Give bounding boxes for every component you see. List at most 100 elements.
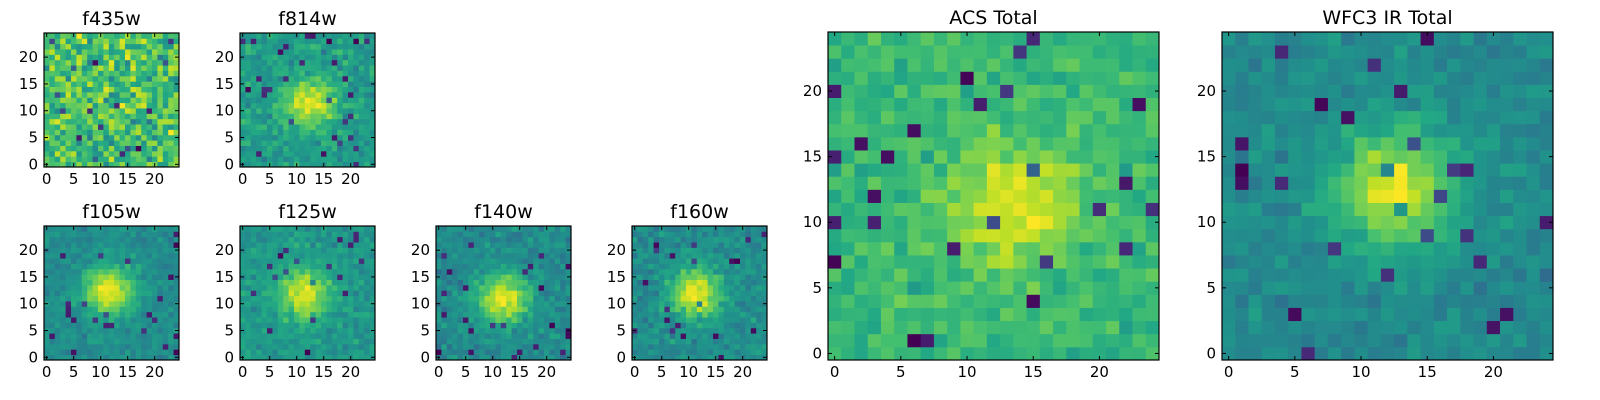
heatmap-cell — [76, 70, 83, 77]
heatmap-cell — [446, 327, 453, 334]
heatmap-cell — [146, 140, 153, 146]
heatmap-cell — [240, 43, 246, 50]
heatmap-cell — [479, 338, 485, 345]
heatmap-cell — [98, 124, 104, 130]
heatmap-cell — [135, 236, 142, 243]
heatmap-cell — [441, 354, 448, 361]
heatmap-cell — [283, 311, 289, 318]
heatmap-cell — [81, 284, 88, 291]
heatmap-cell — [49, 284, 56, 291]
heatmap-cell — [348, 54, 354, 61]
heatmap-cell — [828, 255, 842, 269]
heatmap-cell — [669, 226, 676, 232]
heatmap-cell — [76, 349, 83, 356]
heatmap-cell — [1500, 215, 1514, 230]
heatmap-cell — [168, 333, 174, 339]
heatmap-cell — [1500, 241, 1514, 256]
heatmap-cell — [261, 70, 268, 77]
heatmap-cell — [446, 231, 453, 238]
heatmap-cell — [880, 202, 895, 217]
heatmap-cell — [250, 242, 257, 248]
heatmap-cell — [729, 338, 735, 345]
heatmap-cell — [119, 274, 126, 280]
heatmap-cell — [146, 306, 153, 313]
heatmap-cell — [108, 354, 115, 361]
heatmap-cell — [310, 145, 316, 152]
x-tick-label: 5 — [265, 363, 275, 381]
heatmap-cell — [331, 343, 338, 350]
heatmap-cell — [92, 97, 99, 104]
heatmap-cell — [173, 268, 180, 275]
heatmap-cell — [1248, 176, 1263, 190]
heatmap-cell — [1314, 294, 1329, 308]
heatmap-cell — [98, 38, 104, 45]
heatmap-cell — [452, 301, 458, 307]
heatmap-cell — [283, 108, 289, 114]
heatmap-cell — [92, 129, 99, 136]
heatmap-cell — [1145, 163, 1160, 177]
heatmap-cell — [560, 258, 566, 264]
heatmap-cell — [686, 311, 692, 318]
heatmap-cell — [549, 247, 556, 254]
heatmap-cell — [71, 86, 77, 93]
heatmap-cell — [554, 306, 561, 313]
heatmap-cell — [299, 322, 306, 329]
heatmap-cell — [1447, 228, 1461, 243]
heatmap-cell — [1222, 163, 1236, 177]
heatmap-cell — [294, 327, 300, 334]
heatmap-cell — [98, 349, 104, 356]
heatmap-cell — [321, 268, 327, 275]
heatmap-cell — [98, 59, 104, 66]
heatmap-cell — [326, 295, 333, 302]
heatmap-cell — [495, 279, 502, 286]
heatmap-cell — [854, 255, 869, 269]
heatmap-cell — [549, 268, 556, 275]
heatmap-cell — [468, 258, 475, 264]
heatmap-cell — [337, 258, 343, 264]
heatmap-cell — [1026, 189, 1041, 203]
heatmap-cell — [756, 247, 762, 254]
heatmap-cell — [364, 279, 370, 286]
heatmap-cell — [1314, 176, 1329, 190]
y-tick-label: 0 — [224, 348, 234, 366]
heatmap-cell — [119, 108, 126, 114]
heatmap-cell — [256, 295, 262, 302]
heatmap-cell — [761, 231, 768, 238]
heatmap-cell — [152, 43, 158, 50]
heatmap-cell — [92, 252, 99, 259]
heatmap-cell — [49, 49, 56, 55]
heatmap-cell — [173, 124, 180, 130]
heatmap-cell — [1327, 268, 1342, 282]
heatmap-cell — [680, 354, 687, 361]
heatmap-cell — [294, 38, 300, 45]
heatmap-cell — [506, 274, 512, 280]
heatmap-cell — [283, 156, 289, 163]
heatmap-cell — [71, 91, 77, 98]
heatmap-cell — [1486, 333, 1501, 348]
heatmap-cell — [92, 49, 99, 55]
heatmap-cell — [348, 236, 354, 243]
heatmap-cell — [538, 252, 545, 259]
heatmap-cell — [1053, 71, 1067, 85]
heatmap-cell — [114, 161, 120, 168]
heatmap-cell — [337, 108, 343, 114]
heatmap-cell — [130, 295, 137, 302]
heatmap-cell — [141, 38, 147, 45]
heatmap-cell — [304, 49, 311, 55]
heatmap-cell — [157, 118, 164, 125]
heatmap-cell — [828, 320, 842, 335]
heatmap-cell — [463, 301, 469, 307]
heatmap-cell — [304, 113, 311, 120]
heatmap-cell — [54, 317, 61, 323]
heatmap-cell — [162, 59, 169, 66]
heatmap-cell — [473, 242, 480, 248]
heatmap-cell — [841, 45, 855, 59]
heatmap-cell — [245, 134, 252, 141]
heatmap-cell — [299, 102, 306, 109]
heatmap-cell — [1053, 215, 1067, 230]
heatmap-cell — [337, 150, 343, 157]
heatmap-cell — [686, 301, 692, 307]
heatmap-cell — [283, 242, 289, 248]
heatmap-cell — [669, 252, 676, 259]
